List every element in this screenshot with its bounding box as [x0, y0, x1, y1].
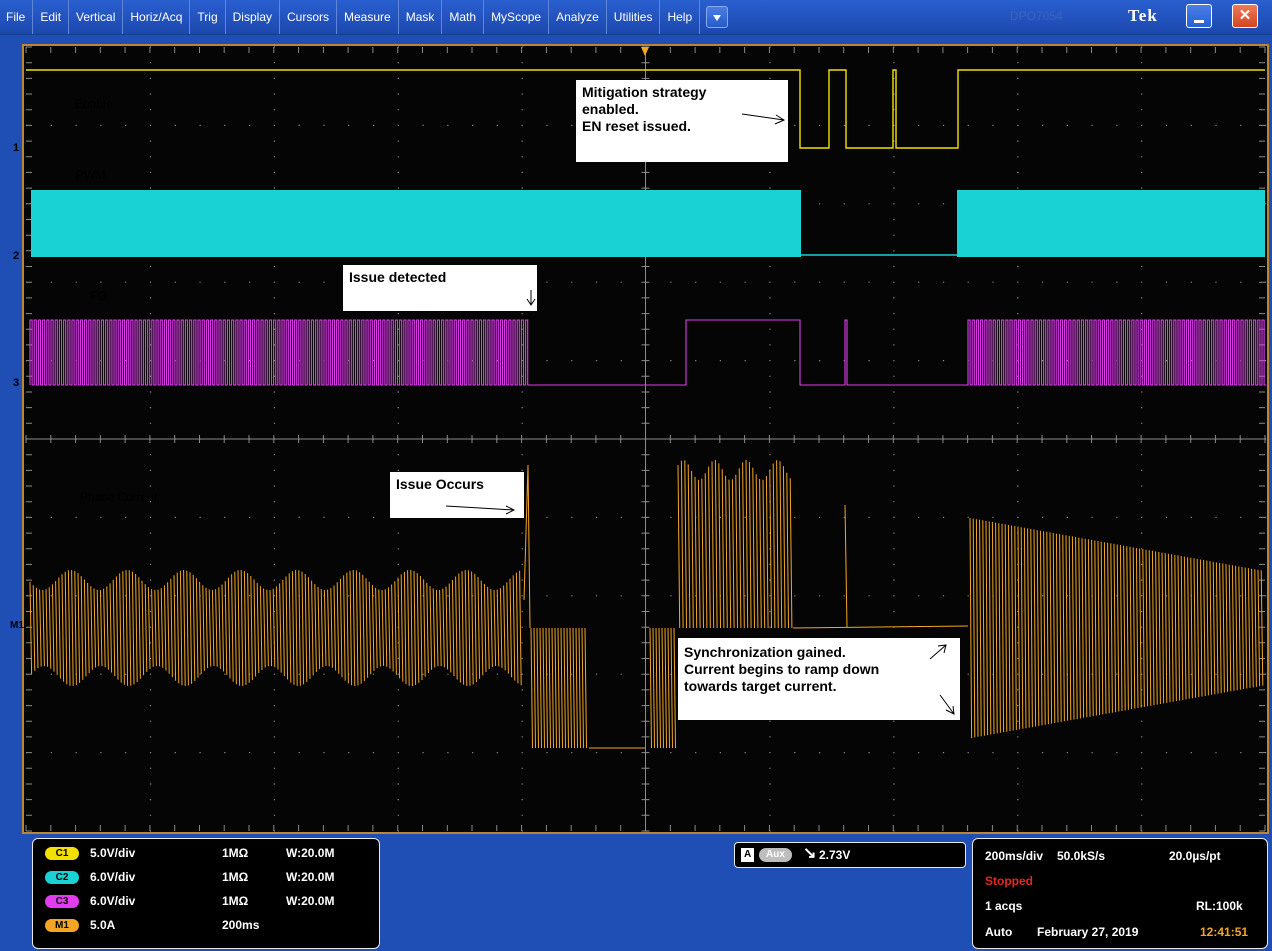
record-length: RL:100k	[1196, 899, 1243, 913]
channel-row-c1[interactable]: C1 5.0V/div 1MΩ W:20.0M	[45, 843, 334, 863]
sync-callout: Synchronization gained. Current begins t…	[678, 638, 960, 720]
channel-badge: C3	[45, 894, 79, 908]
channel-row-c2[interactable]: C2 6.0V/div 1MΩ W:20.0M	[45, 867, 334, 887]
sync-line-2: Current begins to ramp down	[684, 661, 880, 677]
trigger-mode: Auto	[985, 925, 1013, 939]
menu-horiz-acq[interactable]: Horiz/Acq	[123, 0, 191, 34]
channel-bandwidth: W:20.0M	[286, 894, 335, 908]
channel-badge: C1	[45, 846, 79, 860]
mitigation-callout: Mitigation strategy enabled. EN reset is…	[576, 80, 788, 162]
channel-scale: 6.0V/div	[90, 870, 136, 884]
menu-utilities[interactable]: Utilities	[607, 0, 661, 34]
m1-marker[interactable]: M1	[6, 618, 28, 634]
menu-myscope[interactable]: MyScope	[484, 0, 550, 34]
pwm-label: PWM	[76, 168, 106, 182]
channel-impedance: 200ms	[222, 918, 260, 932]
acq-time: 12:41:51	[1200, 925, 1249, 939]
sync-line-3: towards target current.	[684, 678, 837, 694]
acq-date: February 27, 2019	[1037, 925, 1139, 939]
fg-label: FG	[90, 289, 107, 303]
menu-display[interactable]: Display	[226, 0, 280, 34]
sample-rate: 50.0kS/s	[1057, 849, 1106, 863]
menu-file[interactable]: File	[0, 0, 34, 34]
falling-edge-icon: ↘	[803, 845, 817, 862]
pwm-active-block-1	[31, 190, 801, 257]
menu-edit[interactable]: Edit	[33, 0, 70, 34]
issue-detected-text: Issue detected	[349, 269, 447, 285]
issue-detected-callout: Issue detected	[343, 265, 537, 311]
fg-waveform	[29, 319, 1267, 386]
menu-mask[interactable]: Mask	[399, 0, 443, 34]
timebase: 200ms/div	[985, 849, 1044, 863]
phase-current-label: Phase Current	[80, 490, 158, 504]
menu-analyze[interactable]: Analyze	[549, 0, 607, 34]
channel-impedance: 1MΩ	[222, 894, 249, 908]
channel-scale: 5.0V/div	[90, 846, 136, 860]
trigger-source: Aux	[759, 848, 792, 862]
channel-scale: 6.0V/div	[90, 894, 136, 908]
menu-trig[interactable]: Trig	[190, 0, 226, 34]
issue-occurs-callout: Issue Occurs	[390, 472, 524, 518]
channel-impedance: 1MΩ	[222, 846, 249, 860]
mitigation-line-3: EN reset issued.	[582, 118, 691, 134]
close-icon: ✕	[1238, 7, 1252, 24]
model-text: DPO7054	[1010, 9, 1063, 23]
mitigation-line-1: Mitigation strategy	[582, 84, 707, 100]
trigger-position-icon	[641, 47, 649, 56]
ch1-marker-label: 1	[12, 142, 20, 154]
issue-occurs-text: Issue Occurs	[396, 476, 484, 492]
menu-math[interactable]: Math	[442, 0, 485, 34]
trigger-level: 2.73V	[819, 848, 851, 862]
close-button[interactable]: ✕	[1232, 4, 1258, 28]
trigger-source-badge: A	[741, 848, 755, 862]
sync-line-1: Synchronization gained.	[684, 644, 846, 660]
menu-help[interactable]: Help	[660, 0, 701, 34]
pwm-active-block-2	[957, 190, 1265, 257]
phase-current-waveform	[29, 459, 1264, 749]
channel-impedance: 1MΩ	[222, 870, 249, 884]
channel-readout-panel[interactable]: C1 5.0V/div 1MΩ W:20.0M C2 6.0V/div 1MΩ W:20.0M…	[32, 838, 380, 949]
channel-badge: M1	[45, 918, 79, 932]
mitigation-line-2: enabled.	[582, 101, 639, 117]
channel-row-c3[interactable]: C3 6.0V/div 1MΩ W:20.0M	[45, 891, 334, 911]
enable-label: Enable	[75, 97, 113, 111]
menu-bar: File Edit Vertical Horiz/Acq Trig Display Curs…	[0, 0, 1272, 35]
enable-waveform	[26, 69, 1265, 149]
menu-cursors[interactable]: Cursors	[280, 0, 338, 34]
channel-bandwidth: W:20.0M	[286, 870, 335, 884]
tek-logo: Tek	[1128, 6, 1158, 25]
m1-marker-label: M1	[10, 620, 24, 631]
channel-row-m1[interactable]: M1 5.0A 200ms	[45, 915, 286, 935]
trigger-readout[interactable]: A Aux ↘ 2.73V	[734, 842, 966, 868]
resolution: 20.0µs/pt	[1169, 849, 1221, 863]
channel-scale: 5.0A	[90, 918, 116, 932]
menu-vertical[interactable]: Vertical	[69, 0, 124, 34]
acq-count: 1 acqs	[985, 899, 1023, 913]
menu-measure[interactable]: Measure	[337, 0, 399, 34]
acquisition-readout[interactable]: 200ms/div 50.0kS/s 20.0µs/pt Stopped 1 a…	[972, 838, 1268, 949]
ch2-marker-label: 2	[12, 250, 20, 262]
acq-state: Stopped	[985, 874, 1033, 888]
ch3-marker-label: 3	[12, 377, 20, 389]
channel-bandwidth: W:20.0M	[286, 846, 335, 860]
menu: File Edit Vertical Horiz/Acq Trig Display Curs…	[0, 0, 729, 34]
menu-dropdown-button[interactable]	[706, 6, 729, 28]
ch2-marker[interactable]: 2	[8, 248, 24, 264]
channel-badge: C2	[45, 870, 79, 884]
ch3-marker[interactable]: 3	[8, 375, 24, 391]
ch1-marker[interactable]: 1	[8, 140, 24, 156]
minimize-button[interactable]	[1186, 4, 1212, 28]
